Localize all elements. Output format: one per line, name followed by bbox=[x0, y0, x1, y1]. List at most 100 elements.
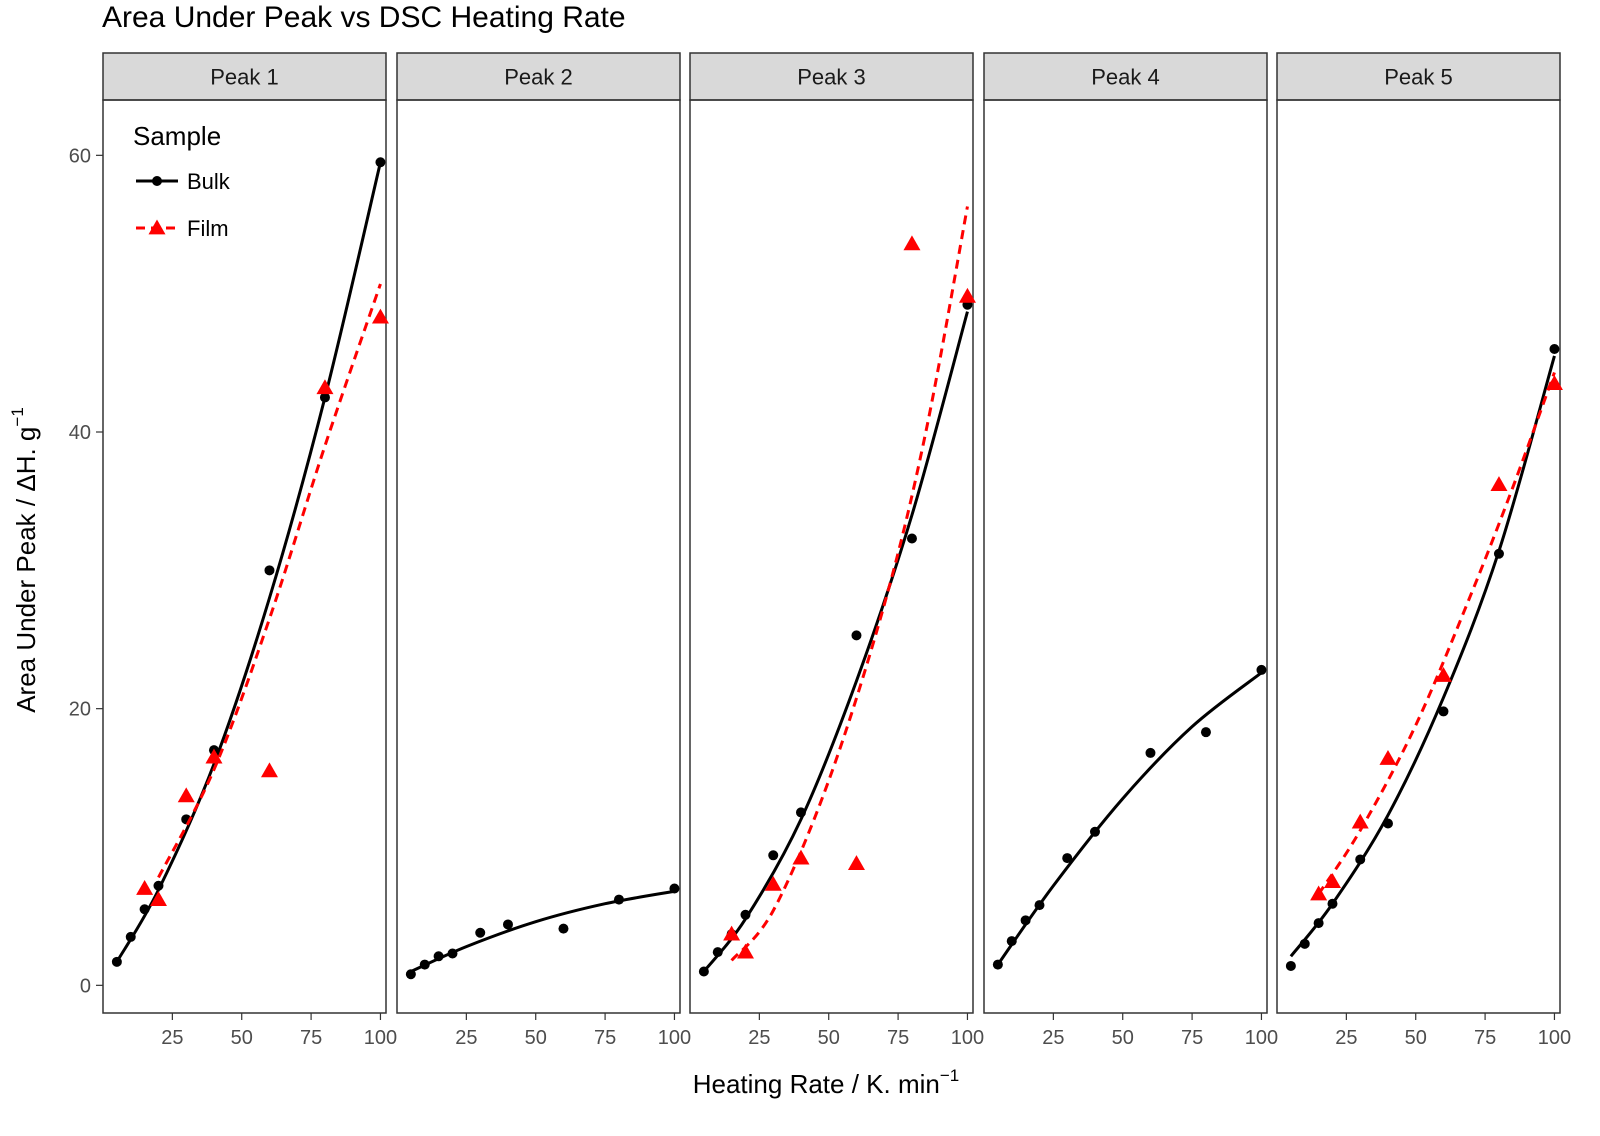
x-tick-label: 100 bbox=[658, 1027, 691, 1049]
series-bulk bbox=[698, 299, 973, 977]
y-tick-label: 40 bbox=[69, 422, 91, 444]
legend-marker bbox=[148, 219, 166, 235]
x-axis-label-text: Heating Rate / K. min bbox=[693, 1069, 940, 1099]
data-point bbox=[405, 969, 416, 980]
data-point bbox=[1434, 666, 1452, 682]
panel-border bbox=[396, 99, 681, 1014]
data-point bbox=[1020, 915, 1031, 926]
legend-item-bulk: Bulk bbox=[136, 169, 231, 194]
legend-title: Sample bbox=[133, 121, 221, 151]
data-point bbox=[792, 849, 810, 865]
x-tick-label: 75 bbox=[300, 1027, 322, 1049]
panel-1: Peak 1 25 50 75 100 0 20 40 60 bbox=[69, 52, 397, 1049]
data-point bbox=[740, 909, 751, 920]
y-tick-label: 20 bbox=[69, 699, 91, 721]
data-point bbox=[1327, 898, 1338, 909]
data-point bbox=[139, 904, 150, 915]
data-point bbox=[764, 875, 782, 891]
y-axis-label-text: Area Under Peak / ΔH. g bbox=[11, 427, 41, 713]
data-point bbox=[111, 956, 122, 967]
data-point bbox=[136, 880, 154, 895]
panel-strip bbox=[689, 52, 974, 101]
data-point bbox=[1351, 813, 1369, 829]
fit-line bbox=[702, 311, 969, 973]
series-film bbox=[1310, 372, 1563, 901]
panel-border bbox=[102, 99, 387, 1014]
data-point bbox=[433, 951, 444, 962]
data-point bbox=[847, 855, 865, 870]
x-tick-label: 25 bbox=[748, 1027, 770, 1049]
data-point bbox=[768, 850, 779, 861]
series-bulk bbox=[405, 883, 680, 980]
data-point bbox=[558, 923, 569, 934]
panel-border bbox=[983, 99, 1268, 1014]
fit-line bbox=[996, 671, 1263, 966]
data-point bbox=[1062, 853, 1073, 864]
data-point bbox=[669, 883, 680, 894]
x-tick-label: 50 bbox=[818, 1027, 840, 1049]
data-point bbox=[851, 630, 862, 641]
panel-strip-label: Peak 2 bbox=[504, 65, 573, 90]
panel-border bbox=[689, 99, 974, 1014]
x-tick-label: 25 bbox=[455, 1027, 477, 1049]
data-point bbox=[149, 891, 167, 906]
data-point bbox=[1379, 749, 1397, 765]
data-point bbox=[1493, 548, 1504, 559]
fit-line bbox=[730, 206, 969, 962]
series-bulk bbox=[992, 664, 1267, 970]
panel-4: Peak 4 25 50 75 100 bbox=[983, 52, 1278, 1049]
x-tick-label: 25 bbox=[161, 1027, 183, 1049]
x-tick-label: 100 bbox=[1245, 1027, 1278, 1049]
data-point bbox=[1549, 344, 1560, 354]
data-point bbox=[1438, 706, 1449, 717]
x-tick-label: 25 bbox=[1335, 1027, 1357, 1049]
legend-item-film: Film bbox=[136, 216, 229, 241]
data-point bbox=[723, 925, 741, 941]
fit-line bbox=[1317, 372, 1556, 895]
data-point bbox=[1382, 818, 1393, 829]
panel-strip bbox=[102, 52, 387, 101]
data-point bbox=[1034, 900, 1045, 911]
y-axis-label: Area Under Peak / ΔH. g−1 bbox=[8, 407, 41, 713]
x-tick-label: 100 bbox=[364, 1027, 397, 1049]
data-point bbox=[906, 533, 917, 544]
data-point bbox=[736, 943, 754, 959]
data-point bbox=[1310, 885, 1328, 901]
data-point bbox=[125, 931, 136, 942]
legend-label: Bulk bbox=[187, 169, 231, 194]
data-point bbox=[1200, 727, 1211, 738]
data-point bbox=[264, 565, 275, 576]
fit-line bbox=[157, 283, 382, 879]
chart-title: Area Under Peak vs DSC Heating Rate bbox=[102, 1, 626, 34]
data-point bbox=[153, 880, 164, 891]
series-bulk bbox=[111, 157, 386, 967]
data-point bbox=[260, 762, 278, 778]
y-tick-label: 60 bbox=[69, 145, 91, 167]
data-point bbox=[698, 966, 709, 977]
data-point bbox=[1256, 664, 1267, 675]
data-point bbox=[1145, 747, 1156, 758]
data-point bbox=[502, 919, 513, 930]
panel-strip bbox=[1276, 52, 1561, 101]
y-axis-label-superscript: −1 bbox=[8, 407, 27, 426]
legend-label: Film bbox=[187, 216, 229, 241]
x-tick-label: 75 bbox=[594, 1027, 616, 1049]
data-point bbox=[371, 308, 389, 324]
data-point bbox=[1006, 936, 1017, 947]
series-film bbox=[136, 283, 389, 906]
x-tick-label: 50 bbox=[231, 1027, 253, 1049]
data-point bbox=[316, 379, 334, 395]
data-point bbox=[712, 947, 723, 958]
legend-items: Bulk Film bbox=[136, 169, 231, 241]
x-tick-label: 100 bbox=[951, 1027, 984, 1049]
data-point bbox=[447, 948, 458, 959]
series-bulk bbox=[1285, 344, 1560, 971]
y-tick-label: 0 bbox=[80, 975, 91, 997]
panel-strip-label: Peak 5 bbox=[1384, 65, 1453, 90]
data-point bbox=[205, 748, 223, 764]
data-point bbox=[795, 807, 806, 818]
legend: Sample Bulk Film bbox=[133, 121, 231, 241]
